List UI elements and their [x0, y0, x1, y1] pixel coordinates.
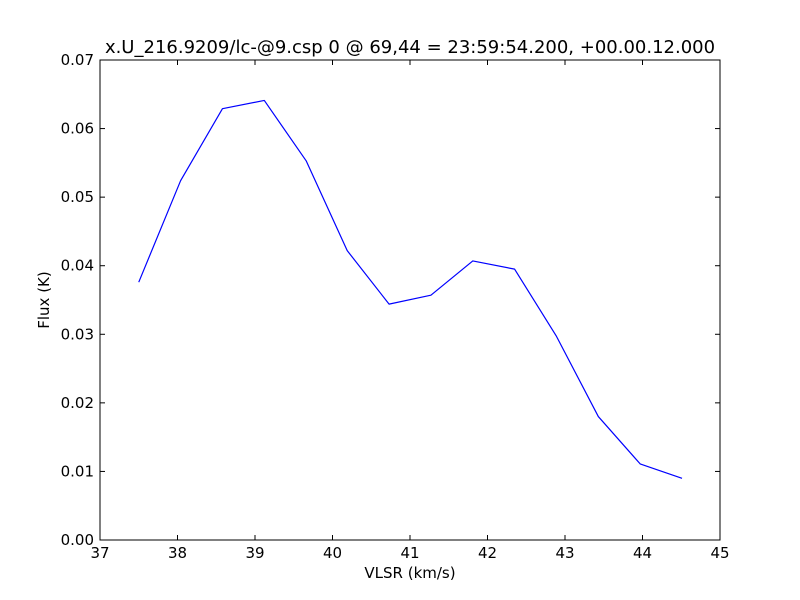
series-line: [138, 99, 683, 479]
x-tick-label: 39: [245, 544, 264, 562]
x-tick-label: 38: [168, 544, 187, 562]
x-tick-label: 37: [90, 544, 109, 562]
plot-area: 37 38 39 40 41 42 43 44 45 0.00 0.01 0.02 0.03 0.04 0.…: [61, 51, 730, 562]
x-axis-label: VLSR (km/s): [364, 564, 455, 582]
y-tick-label: 0.03: [61, 325, 94, 343]
x-tick-label: 41: [400, 544, 419, 562]
x-tick-label: 43: [555, 544, 574, 562]
x-tick-label: 40: [323, 544, 342, 562]
y-tick-label: 0.04: [61, 257, 94, 275]
y-tick-label: 0.07: [61, 51, 94, 69]
y-tick-label: 0.01: [61, 462, 94, 480]
x-tick-label: 44: [633, 544, 652, 562]
y-tick-label: 0.05: [61, 188, 94, 206]
chart-title: x.U_216.9209/lc-@9.csp 0 @ 69,44 = 23:59…: [105, 37, 715, 58]
y-tick-label: 0.00: [61, 531, 94, 549]
y-tick-label: 0.06: [61, 120, 94, 138]
y-axis-label: Flux (K): [35, 271, 53, 329]
y-tick-label: 0.02: [61, 394, 94, 412]
x-tick-label: 45: [710, 544, 729, 562]
x-tick-label: 42: [478, 544, 497, 562]
plot-frame: [99, 59, 721, 541]
